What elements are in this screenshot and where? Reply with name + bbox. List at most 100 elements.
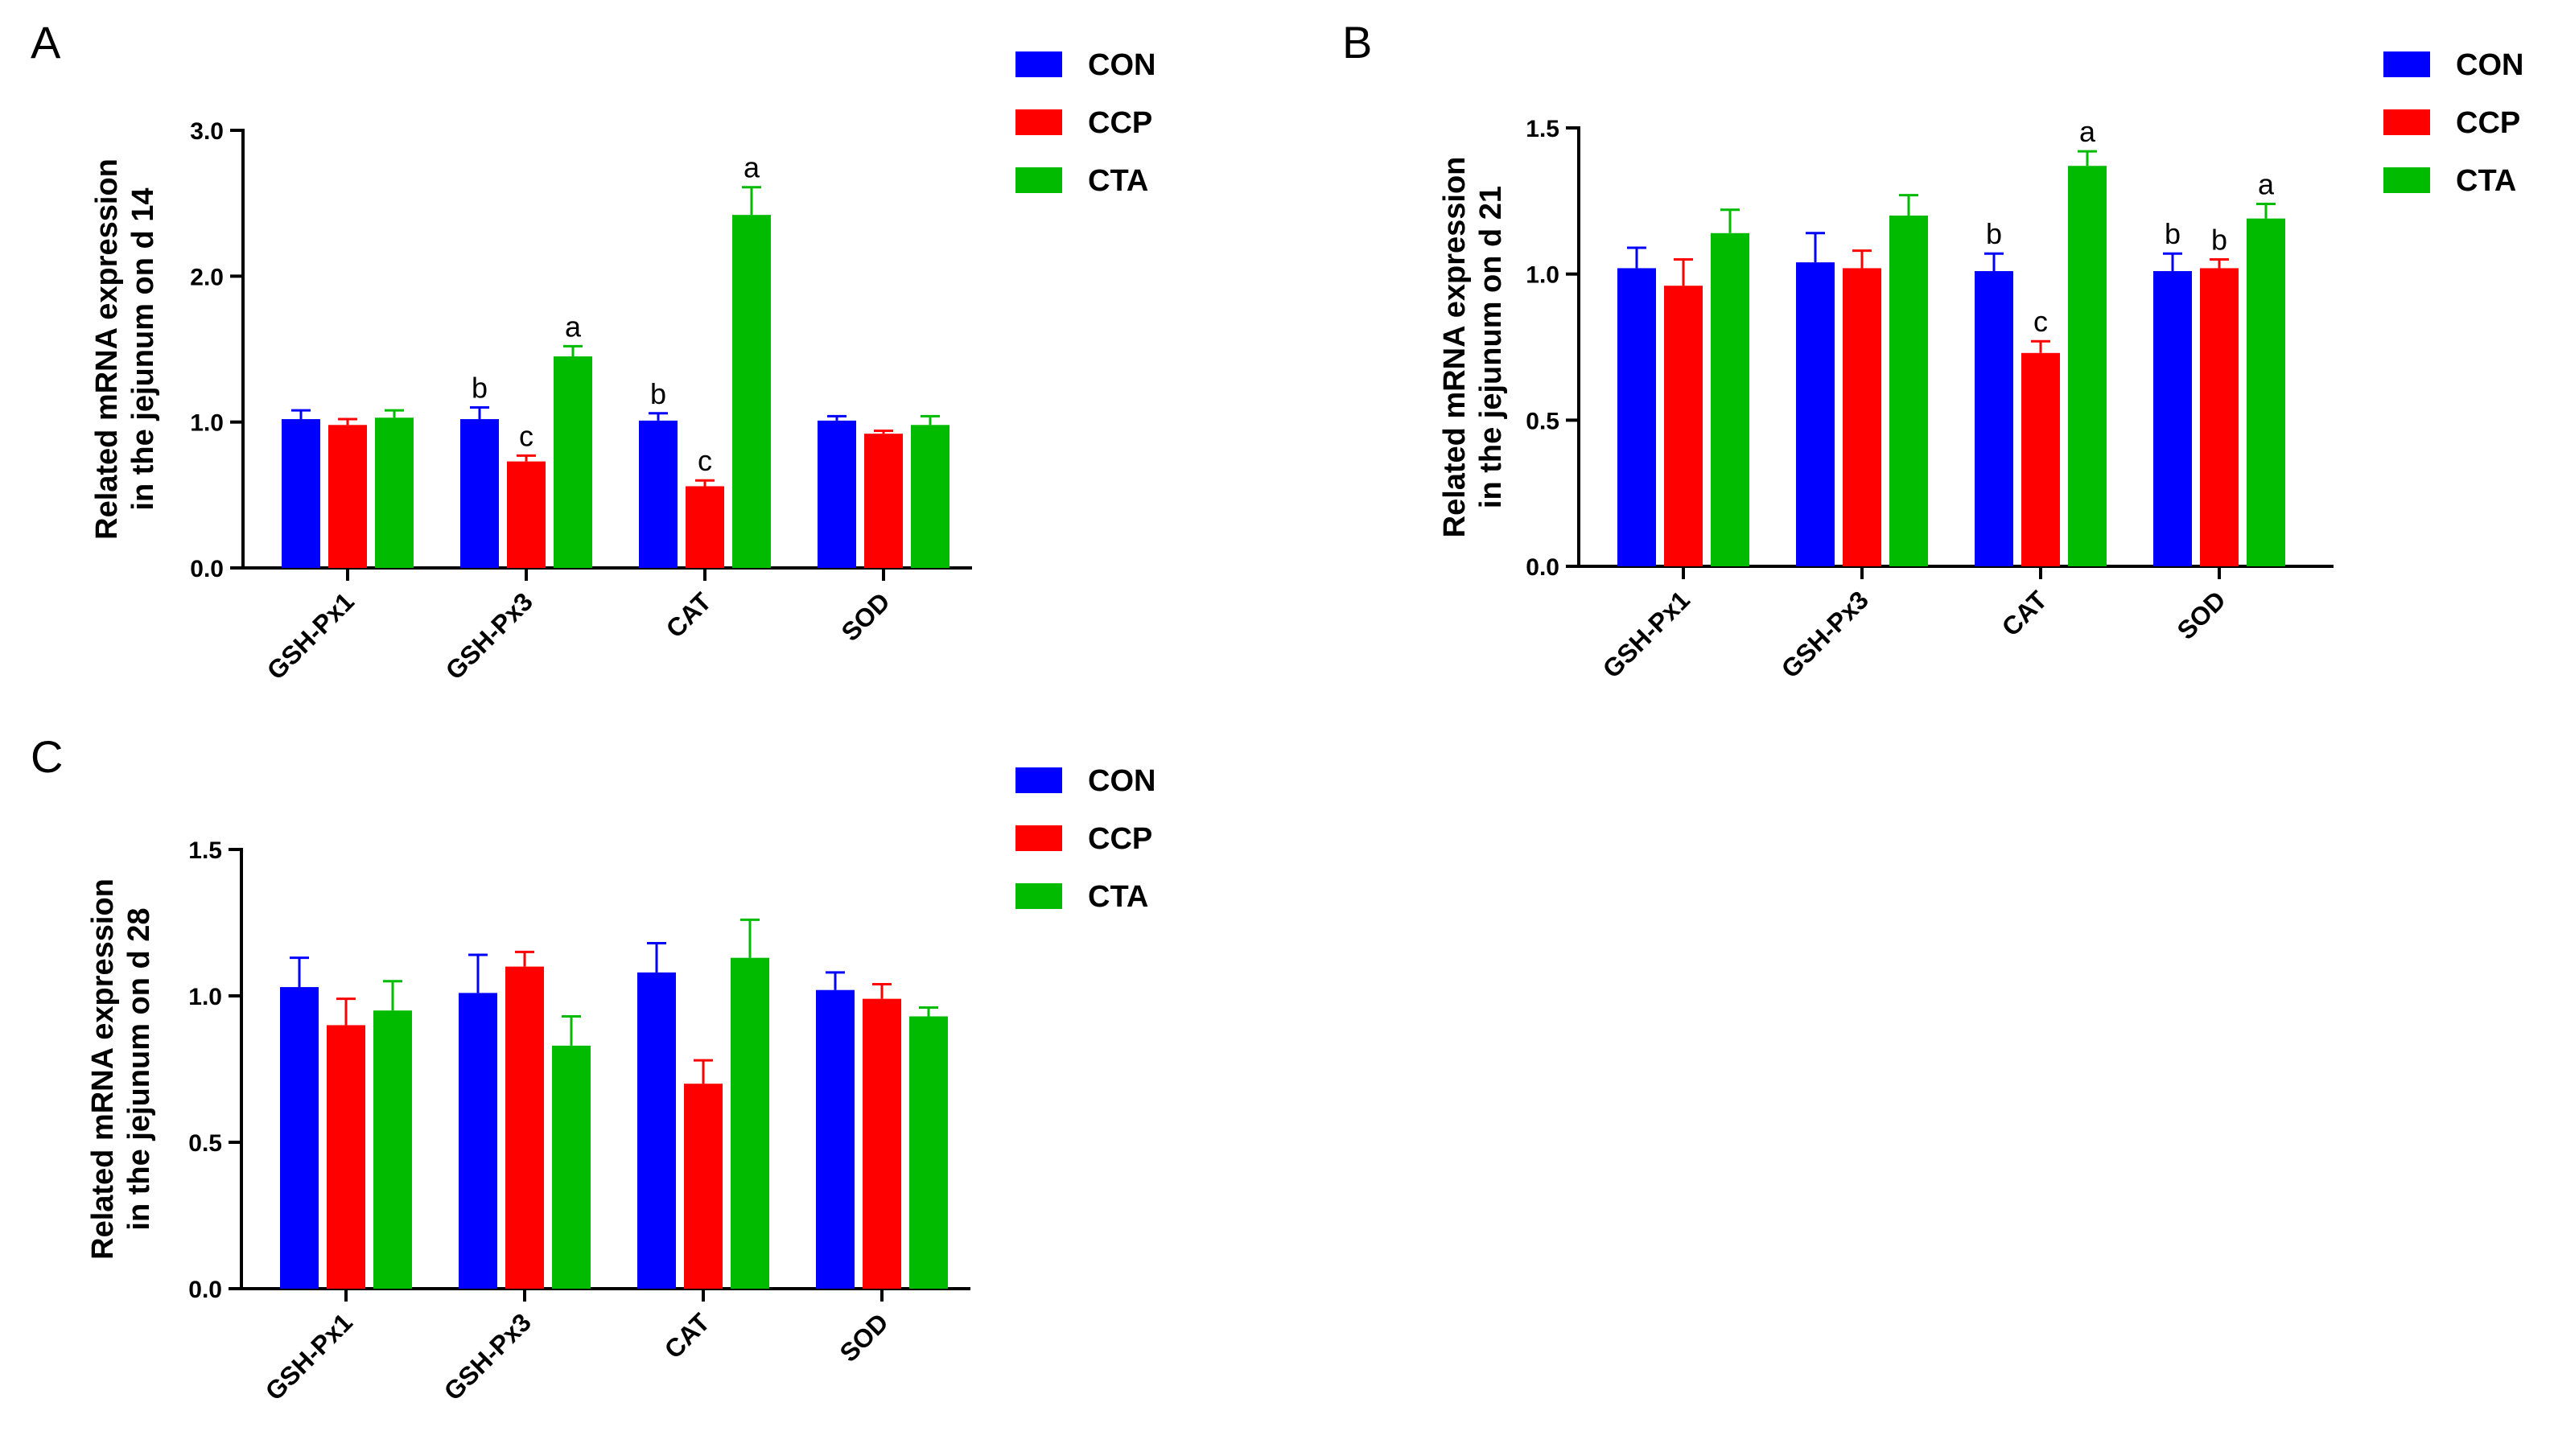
bar-con xyxy=(1796,262,1835,566)
bar-con xyxy=(2153,271,2192,566)
legend-swatch-cta xyxy=(2383,167,2430,193)
bar-cta xyxy=(554,356,592,568)
significance-letter: a xyxy=(2079,115,2096,148)
legend-swatch-ccp xyxy=(1015,825,1062,851)
legend-label-ccp: CCP xyxy=(1088,106,1152,140)
bar-con xyxy=(282,419,320,568)
x-category-label: CAT xyxy=(659,1307,716,1364)
bar-ccp xyxy=(2021,352,2060,566)
bar-ccp xyxy=(686,486,724,568)
y-tick-label: 0.5 xyxy=(188,1130,222,1157)
y-tick-label: 2.0 xyxy=(190,264,224,290)
significance-letter: b xyxy=(472,372,488,405)
y-axis-label-line-1: Related mRNA expression xyxy=(86,878,120,1260)
bar-cta xyxy=(552,1045,591,1289)
x-category-label: CAT xyxy=(661,586,718,644)
x-category-label: GSH-Px1 xyxy=(260,1307,358,1405)
bar-con xyxy=(459,993,497,1289)
bar-ccp xyxy=(864,434,903,568)
bar-cta xyxy=(2247,218,2285,566)
significance-letter: b xyxy=(2211,224,2227,257)
significance-letter: b xyxy=(1986,217,2002,250)
bar-ccp xyxy=(2200,268,2239,566)
bar-ccp xyxy=(863,998,901,1289)
legend-label-ccp: CCP xyxy=(2456,106,2520,140)
legend-label-ccp: CCP xyxy=(1088,822,1152,856)
bar-cta xyxy=(731,957,769,1289)
x-category-label: GSH-Px1 xyxy=(1597,585,1695,683)
significance-letter: a xyxy=(744,151,760,184)
bar-cta xyxy=(1711,232,1749,566)
y-axis-label-line-2: in the jejunum on d 28 xyxy=(122,907,156,1230)
significance-letter: b xyxy=(2165,217,2181,250)
y-axis-label-line-1: Related mRNA expression xyxy=(90,158,124,540)
legend-label-con: CON xyxy=(1088,764,1155,798)
significance-letter: c xyxy=(698,444,712,477)
bar-ccp xyxy=(328,425,367,568)
legend-swatch-con xyxy=(2383,51,2430,77)
y-tick-label: 0.0 xyxy=(188,1277,222,1303)
y-axis-label-line-2: in the jejunum on d 14 xyxy=(126,187,160,510)
x-category-label: GSH-Px3 xyxy=(440,586,538,685)
y-tick-label: 1.0 xyxy=(1526,262,1559,289)
legend-swatch-ccp xyxy=(1015,109,1062,135)
bar-con xyxy=(637,972,676,1289)
y-axis-label-line-2: in the jejunum on d 21 xyxy=(1474,186,1508,508)
y-tick-label: 1.0 xyxy=(188,984,222,1010)
y-tick-label: 1.5 xyxy=(188,837,222,864)
x-category-label: GSH-Px1 xyxy=(262,586,360,685)
y-axis-label-line-1: Related mRNA expression xyxy=(1438,157,1472,538)
bar-cta xyxy=(375,417,414,568)
chart-panel-b: B Related mRNA expression in the jejunum o… xyxy=(1342,17,2523,684)
y-tick-label: 1.5 xyxy=(1526,116,1559,142)
legend-swatch-con xyxy=(1015,51,1062,77)
bar-cta xyxy=(373,1010,412,1289)
x-category-label: SOD xyxy=(2171,585,2231,644)
significance-letter: a xyxy=(2258,167,2275,200)
bar-cta xyxy=(2068,166,2107,566)
x-category-label: SOD xyxy=(834,1307,893,1367)
bar-con xyxy=(816,989,855,1289)
legend-label-cta: CTA xyxy=(1088,880,1148,914)
significance-letter: a xyxy=(565,310,582,343)
panel-letter: B xyxy=(1342,17,1372,68)
significance-letter: c xyxy=(2033,305,2048,338)
bar-con xyxy=(1975,271,2013,566)
legend-swatch-cta xyxy=(1015,167,1062,193)
y-tick-label: 1.0 xyxy=(190,410,224,437)
bar-cta xyxy=(732,215,771,568)
bar-con xyxy=(818,420,856,568)
legend-swatch-ccp xyxy=(2383,109,2430,135)
x-category-label: SOD xyxy=(835,586,895,646)
bar-ccp xyxy=(507,461,546,568)
significance-letter: c xyxy=(519,419,533,452)
legend-label-cta: CTA xyxy=(2456,164,2516,198)
bar-cta xyxy=(911,425,950,568)
bar-ccp xyxy=(684,1084,723,1289)
bar-ccp xyxy=(327,1025,365,1289)
legend-label-cta: CTA xyxy=(1088,164,1148,198)
significance-letter: b xyxy=(650,377,666,410)
chart-panel-a: A Related mRNA expression in the jejunum o… xyxy=(31,17,1155,685)
bar-con xyxy=(639,420,678,568)
x-category-label: CAT xyxy=(1996,585,2053,642)
legend-label-con: CON xyxy=(1088,48,1155,82)
chart-panel-c: C Related mRNA expression in the jejunum o… xyxy=(31,731,1155,1406)
y-tick-label: 0.5 xyxy=(1526,408,1559,434)
panel-letter: C xyxy=(31,731,63,782)
legend-label-con: CON xyxy=(2456,48,2523,82)
bar-con xyxy=(460,419,499,568)
legend-swatch-cta xyxy=(1015,883,1062,909)
bar-con xyxy=(1617,268,1656,566)
bar-ccp xyxy=(1843,268,1881,566)
y-tick-label: 3.0 xyxy=(190,118,224,145)
x-category-label: GSH-Px3 xyxy=(439,1307,537,1405)
bar-ccp xyxy=(1664,286,1703,566)
bar-con xyxy=(280,987,319,1289)
bar-cta xyxy=(909,1016,948,1289)
x-category-label: GSH-Px3 xyxy=(1776,585,1874,683)
bar-cta xyxy=(1889,216,1928,566)
legend-swatch-con xyxy=(1015,767,1062,793)
y-tick-label: 0.0 xyxy=(190,556,224,582)
